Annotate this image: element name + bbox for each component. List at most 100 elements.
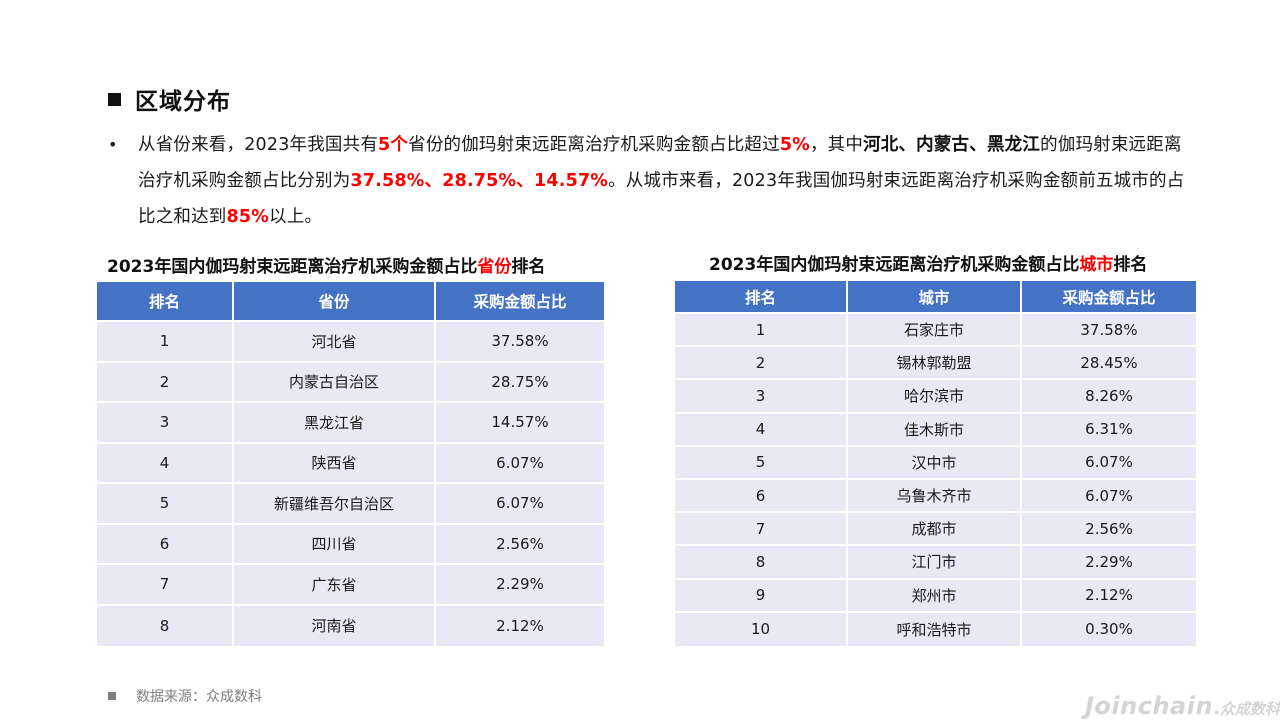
share-cell: 2.56% xyxy=(1022,513,1196,547)
city-table-title: 2023年国内伽玛射束远距离治疗机采购金额占比城市排名 xyxy=(709,250,1147,275)
share-cell: 14.57% xyxy=(436,403,604,444)
title-highlight: 省份 xyxy=(477,257,512,277)
column-header-share: 采购金额占比 xyxy=(436,282,604,322)
share-cell: 2.12% xyxy=(436,605,604,646)
table-row: 6 乌鲁木齐市 6.07% xyxy=(675,479,1196,514)
share-cell: 37.58% xyxy=(1022,314,1196,348)
brand-logo: Joinchain . 众成数科 xyxy=(1085,692,1280,720)
rank-cell: 6 xyxy=(97,524,234,565)
city-cell: 郑州市 xyxy=(848,579,1022,613)
province-cell: 四川省 xyxy=(234,524,436,565)
logo-chinese: 众成数科 xyxy=(1219,700,1280,718)
table-row: 9 郑州市 2.12% xyxy=(675,579,1196,613)
share-cell: 6.07% xyxy=(1022,479,1196,514)
province-cell: 河南省 xyxy=(234,605,436,646)
summary-paragraph: 从省份来看，2023年我国共有5个省份的伽玛射束远距离治疗机采购金额占比超过5%… xyxy=(138,127,1198,235)
summary-text: 的伽玛射束远距离治疗机采购金额占比分别为 xyxy=(138,135,1182,191)
rank-cell: 3 xyxy=(675,380,848,414)
table-row: 3 哈尔滨市 8.26% xyxy=(675,380,1196,414)
summary-text: 省份的伽玛射束远距离治疗机采购金额占比超过 xyxy=(408,135,780,155)
summary-text: 。从城市来看，2023年我国伽玛射束远距离治疗机采购金额前五城市的占比之和达到 xyxy=(138,171,1185,227)
rank-cell: 9 xyxy=(675,579,848,613)
title-prefix: 2023年国内伽玛射束远距离治疗机采购金额占比 xyxy=(107,257,478,277)
table-row: 3 黑龙江省 14.57% xyxy=(97,403,604,444)
city-cell: 锡林郭勒盟 xyxy=(848,347,1022,381)
city-cell: 佳木斯市 xyxy=(848,413,1022,447)
summary-block: • 从省份来看，2023年我国共有5个省份的伽玛射束远距离治疗机采购金额占比超过… xyxy=(108,127,1198,235)
highlight-shares: 37.58%、28.75%、14.57% xyxy=(350,171,609,191)
table-row: 2 锡林郭勒盟 28.45% xyxy=(675,347,1196,381)
rank-cell: 7 xyxy=(675,513,848,547)
table-row: 4 佳木斯市 6.31% xyxy=(675,413,1196,447)
table-header-row: 排名 省份 采购金额占比 xyxy=(97,282,604,322)
share-cell: 37.58% xyxy=(436,322,604,363)
table-row: 1 河北省 37.58% xyxy=(97,322,604,363)
summary-text: 以上。 xyxy=(269,207,323,227)
share-cell: 8.26% xyxy=(1022,380,1196,414)
section-title: 区域分布 xyxy=(108,82,231,116)
table-row: 7 广东省 2.29% xyxy=(97,565,604,606)
table-row: 4 陕西省 6.07% xyxy=(97,443,604,484)
share-cell: 6.31% xyxy=(1022,413,1196,447)
rank-cell: 2 xyxy=(97,362,234,403)
share-cell: 28.45% xyxy=(1022,347,1196,381)
share-cell: 28.75% xyxy=(436,362,604,403)
column-header-rank: 排名 xyxy=(675,281,848,314)
rank-cell: 2 xyxy=(675,347,848,381)
city-cell: 江门市 xyxy=(848,546,1022,580)
summary-text: ，其中 xyxy=(809,135,864,155)
rank-cell: 6 xyxy=(675,479,848,514)
highlight-threshold: 5% xyxy=(779,135,810,155)
share-cell: 2.12% xyxy=(1022,579,1196,613)
data-source: 数据来源：众成数科 xyxy=(108,686,262,706)
summary-text: 从省份来看，2023年我国共有 xyxy=(138,135,379,155)
province-cell: 黑龙江省 xyxy=(234,403,436,444)
table-row: 5 汉中市 6.07% xyxy=(675,446,1196,480)
title-highlight: 城市 xyxy=(1079,255,1114,275)
province-cell: 陕西省 xyxy=(234,443,436,484)
share-cell: 2.56% xyxy=(436,524,604,565)
share-cell: 6.07% xyxy=(436,484,604,525)
province-cell: 新疆维吾尔自治区 xyxy=(234,484,436,525)
title-suffix: 排名 xyxy=(1113,255,1148,275)
share-cell: 0.30% xyxy=(1022,612,1196,646)
column-header-share: 采购金额占比 xyxy=(1022,281,1196,314)
rank-cell: 1 xyxy=(675,314,848,348)
rank-cell: 5 xyxy=(675,446,848,480)
table-row: 8 河南省 2.12% xyxy=(97,605,604,646)
column-header-city: 城市 xyxy=(848,281,1022,314)
city-cell: 成都市 xyxy=(848,513,1022,547)
rank-cell: 7 xyxy=(97,565,234,606)
province-cell: 河北省 xyxy=(234,322,436,363)
table-row: 1 石家庄市 37.58% xyxy=(675,314,1196,348)
section-title-text: 区域分布 xyxy=(135,89,231,115)
share-cell: 6.07% xyxy=(1022,446,1196,480)
title-suffix: 排名 xyxy=(511,257,546,277)
data-source-text: 数据来源：众成数科 xyxy=(136,689,262,705)
city-cell: 石家庄市 xyxy=(848,314,1022,348)
rank-cell: 5 xyxy=(97,484,234,525)
share-cell: 2.29% xyxy=(1022,546,1196,580)
share-cell: 6.07% xyxy=(436,443,604,484)
rank-cell: 10 xyxy=(675,612,848,646)
table-row: 8 江门市 2.29% xyxy=(675,546,1196,580)
square-bullet-icon xyxy=(108,692,116,700)
bullet-dot-icon: • xyxy=(108,135,118,154)
highlight-provinces: 河北、内蒙古、黑龙江 xyxy=(863,135,1041,155)
table-row: 6 四川省 2.56% xyxy=(97,524,604,565)
rank-cell: 4 xyxy=(675,413,848,447)
column-header-rank: 排名 xyxy=(97,282,234,322)
table-row: 5 新疆维吾尔自治区 6.07% xyxy=(97,484,604,525)
city-cell: 哈尔滨市 xyxy=(848,380,1022,414)
province-cell: 广东省 xyxy=(234,565,436,606)
rank-cell: 8 xyxy=(675,546,848,580)
city-cell: 呼和浩特市 xyxy=(848,612,1022,646)
city-cell: 汉中市 xyxy=(848,446,1022,480)
table-header-row: 排名 城市 采购金额占比 xyxy=(675,281,1196,314)
city-cell: 乌鲁木齐市 xyxy=(848,479,1022,514)
share-cell: 2.29% xyxy=(436,565,604,606)
table-row: 10 呼和浩特市 0.30% xyxy=(675,612,1196,646)
highlight-top5-share: 85% xyxy=(226,207,269,227)
column-header-province: 省份 xyxy=(234,282,436,322)
